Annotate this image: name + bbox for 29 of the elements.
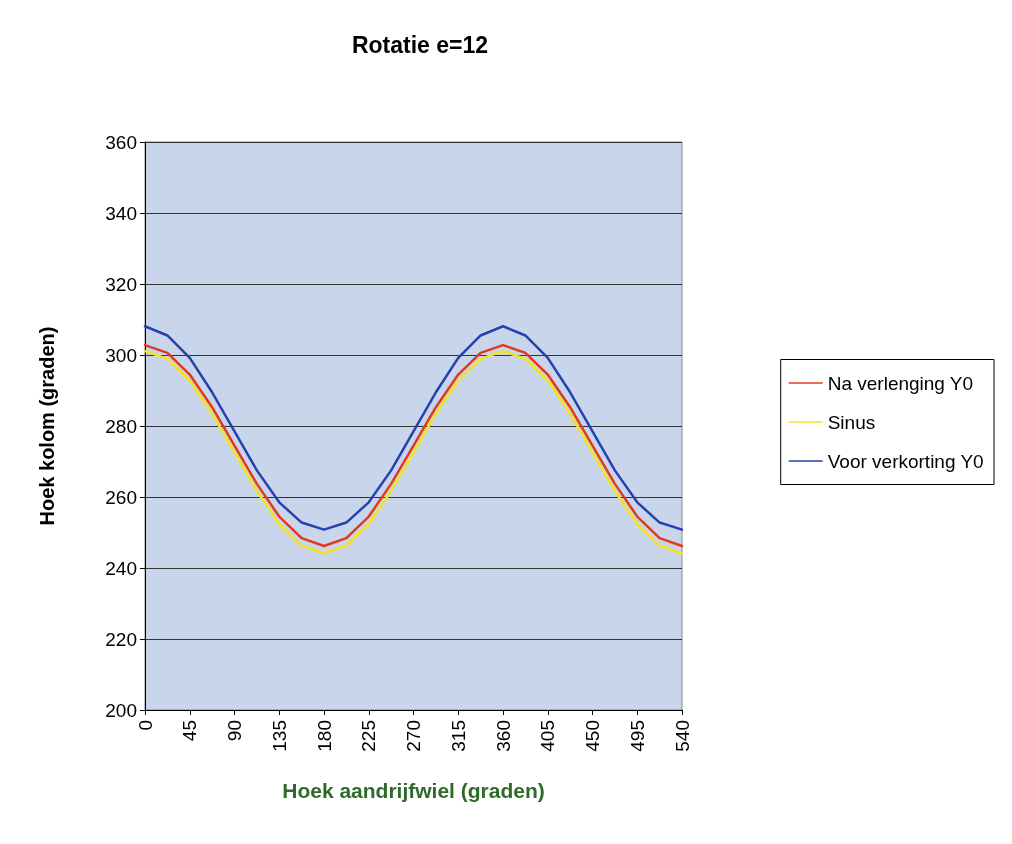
y-tick-label: 340 (105, 202, 137, 224)
x-tick-label: 315 (447, 720, 469, 752)
x-tick-label: 45 (179, 720, 201, 742)
x-tick-label: 180 (313, 720, 335, 752)
y-tick-label: 360 (105, 131, 137, 153)
x-tick-label: 0 (134, 720, 156, 731)
y-tick-label: 320 (105, 273, 137, 295)
x-tick-label: 360 (492, 720, 514, 752)
line-series (143, 325, 684, 531)
x-tick-label: 225 (358, 720, 380, 752)
legend-label: Voor verkorting Y0 (827, 450, 984, 472)
y-tick-label: 200 (105, 699, 137, 721)
x-tick-label: 90 (224, 720, 245, 742)
x-tick-label: 135 (268, 720, 290, 752)
y-tick-label: 300 (105, 344, 137, 366)
x-tick-label: 450 (582, 720, 603, 752)
y-axis-title: Hoek kolom (graden) (36, 326, 58, 526)
y-tick-label: 280 (105, 415, 137, 437)
y-tick-label: 260 (105, 486, 137, 508)
y-tick-label: 220 (105, 628, 137, 650)
legend-label: Na verlenging Y0 (827, 372, 974, 394)
y-tick-label: 240 (105, 557, 137, 579)
chart-title: Rotatie e=12 (351, 31, 489, 58)
legend-label: Sinus (827, 411, 876, 433)
x-tick-label: 495 (626, 720, 648, 752)
x-tick-label: 540 (671, 720, 693, 752)
x-axis-title: Hoek aandrijfwiel (graden) (282, 779, 545, 802)
x-tick-label: 405 (537, 720, 559, 752)
x-tick-label: 270 (403, 720, 424, 752)
